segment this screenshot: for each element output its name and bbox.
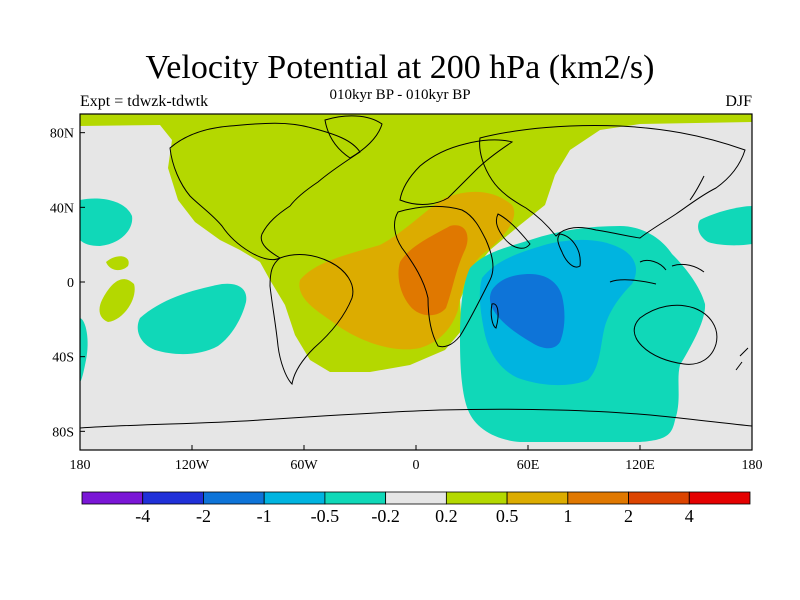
colorbar-label: -1 xyxy=(257,506,272,526)
x-tick-label: 60W xyxy=(290,458,318,473)
colorbar-label: 2 xyxy=(624,506,633,526)
map-subtitle: 010kyr BP - 010kyr BP xyxy=(329,87,471,103)
colorbar-swatch xyxy=(203,491,265,505)
colorbar-swatch xyxy=(628,491,690,505)
x-tick-label: 120W xyxy=(175,458,210,473)
colorbar-swatch xyxy=(263,491,326,505)
y-tick-label: 40S xyxy=(52,351,74,366)
contour-strong-positive xyxy=(398,225,468,316)
experiment-label: Expt = tdwzk-tdwtk xyxy=(80,93,209,110)
x-tick-label: 180 xyxy=(70,458,91,473)
contour-strong-negative xyxy=(489,274,565,349)
colorbar-label: 0.5 xyxy=(496,506,519,526)
y-tick-label: 0 xyxy=(67,276,74,291)
colorbar-label: -0.2 xyxy=(371,506,400,526)
x-axis-ticks: 180 120W 60W 0 60E 120E 180 xyxy=(70,445,763,473)
map-title: Velocity Potential at 200 hPa (km2/s) xyxy=(145,49,655,86)
colorbar-swatch xyxy=(385,491,447,505)
colorbar-swatch xyxy=(324,491,387,505)
colorbar-label: 0.2 xyxy=(435,506,458,526)
colorbar-swatch xyxy=(142,491,204,505)
y-tick-label: 80N xyxy=(50,127,74,142)
colorbar-label: -2 xyxy=(196,506,211,526)
y-tick-label: 40N xyxy=(50,201,74,216)
map-plot-area xyxy=(80,114,752,450)
colorbar-swatch xyxy=(445,491,508,505)
colorbar-label: -4 xyxy=(135,506,150,526)
colorbar-swatch xyxy=(567,491,629,505)
colorbar-swatch xyxy=(81,491,144,505)
colorbar-swatch xyxy=(688,491,751,505)
x-tick-label: 120E xyxy=(625,458,655,473)
y-tick-label: 80S xyxy=(52,425,74,440)
colorbar-label: 4 xyxy=(685,506,694,526)
y-axis-ticks: 80N 40N 0 40S 80S xyxy=(50,127,85,440)
coastlines xyxy=(80,115,752,429)
colorbar-label: 1 xyxy=(563,506,572,526)
season-label: DJF xyxy=(725,93,752,110)
colorbar-swatch xyxy=(506,491,569,505)
x-tick-label: 60E xyxy=(517,458,540,473)
colorbar: -4 -2 -1 -0.5 -0.2 0.2 0.5 1 2 4 xyxy=(81,491,751,526)
colorbar-label: -0.5 xyxy=(311,506,340,526)
x-tick-label: 0 xyxy=(413,458,420,473)
x-tick-label: 180 xyxy=(742,458,763,473)
